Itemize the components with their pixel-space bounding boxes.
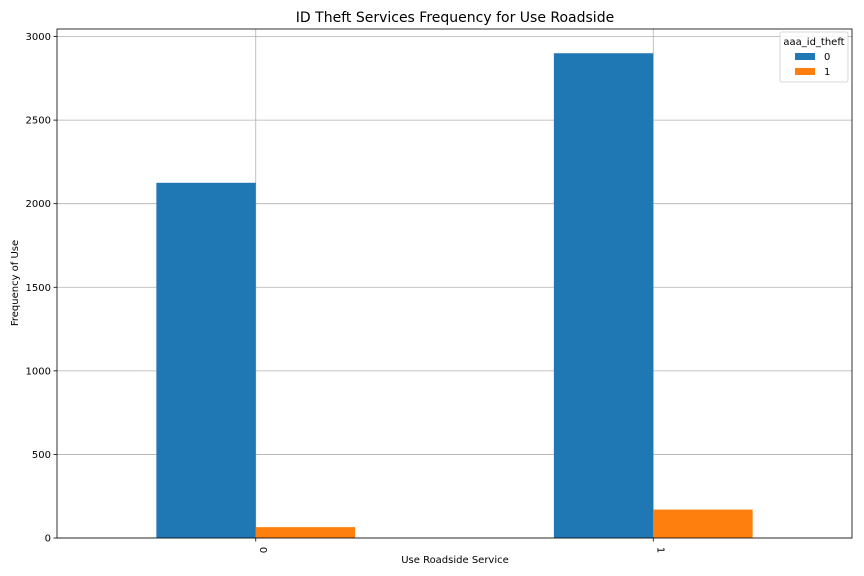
plot-frame — [56, 28, 853, 539]
y-axis-ticks: 0 500 1000 1500 2000 2500 3000 — [26, 32, 57, 545]
legend: aaa_id_theft 0 1 — [779, 31, 849, 83]
x-tick-label: 0 — [257, 547, 268, 553]
y-tick-label: 0 — [45, 534, 51, 545]
x-axis-label: Use Roadside Service — [401, 555, 509, 566]
bar-series-1-cat-0 — [255, 527, 356, 538]
y-tick-label: 1000 — [26, 366, 51, 377]
y-tick-label: 1500 — [26, 283, 51, 294]
bar-series-0-cat-1 — [553, 53, 654, 538]
legend-swatch-1 — [795, 68, 815, 75]
bar-series-0-cat-0 — [156, 182, 256, 538]
y-tick-label: 2500 — [26, 116, 51, 127]
bars — [156, 53, 753, 538]
x-tick-label: 1 — [654, 547, 665, 553]
legend-swatch-0 — [795, 53, 815, 60]
y-axis-label: Frequency of Use — [10, 240, 21, 326]
y-tick-label: 2000 — [26, 199, 51, 210]
axes — [56, 28, 853, 539]
legend-label-1: 1 — [824, 67, 830, 78]
chart-title: ID Theft Services Frequency for Use Road… — [296, 10, 614, 26]
legend-label-0: 0 — [824, 52, 830, 63]
legend-title: aaa_id_theft — [783, 37, 844, 48]
y-tick-label: 3000 — [26, 32, 51, 43]
bar-series-1-cat-1 — [653, 509, 753, 538]
y-tick-label: 500 — [32, 450, 51, 461]
